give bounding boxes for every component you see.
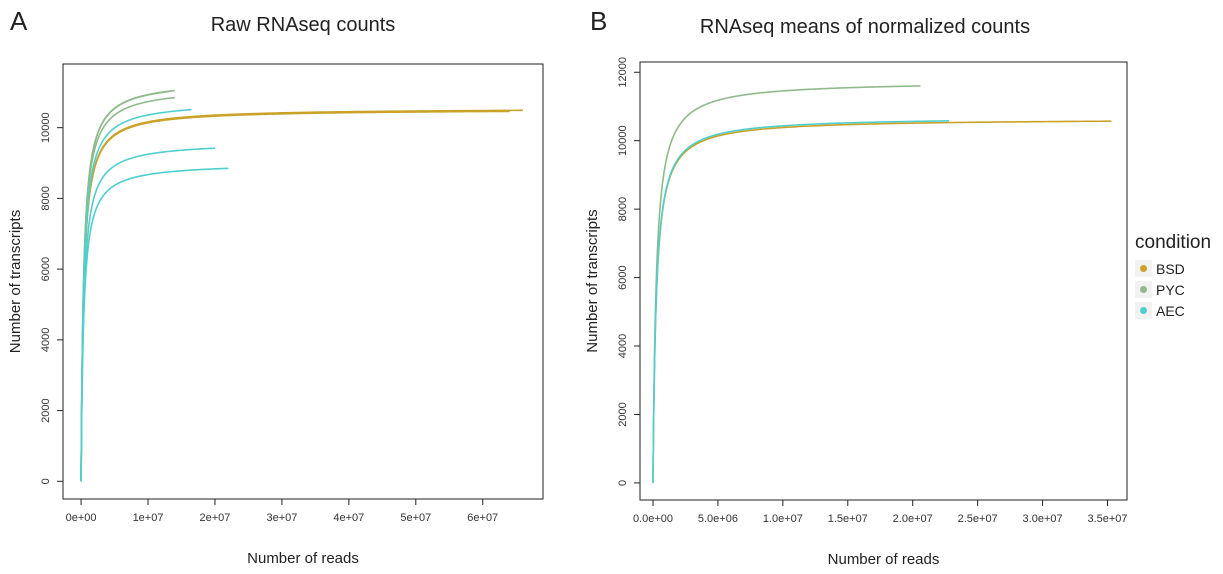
legend-dot-bsd (1140, 265, 1147, 272)
y-tick-label: 4000 (40, 328, 52, 352)
x-tick-label: 5.0e+06 (698, 513, 738, 525)
x-tick-label: 2.5e+07 (958, 513, 998, 525)
panel-b-title: RNAseq means of normalized counts (699, 16, 1031, 38)
chart-b-axes: 0.0e+00 5.0e+06 1.0e+07 1.5e+07 2.0e+07 2.5e+… (584, 57, 1128, 568)
legend-key-aec (1135, 302, 1152, 319)
x-tick-label: 0e+00 (66, 512, 97, 524)
legend-label-bsd: BSD (1156, 260, 1185, 277)
legend-dot-pyc (1140, 286, 1147, 293)
x-tick-label: 0.0e+00 (633, 513, 673, 525)
x-tick-label: 1e+07 (133, 512, 164, 524)
x-axis-label: Number of reads (247, 550, 359, 567)
series-line-aec (80, 167, 229, 482)
chart-a-axes: 0e+00 1e+07 2e+07 3e+07 4e+07 5e+07 6e+07 0 2000… (7, 63, 544, 567)
legend: condition BSD PYC AEC (1135, 232, 1211, 321)
y-tick-label: 2000 (617, 402, 629, 426)
plot-frame (62, 63, 544, 500)
x-tick-label: 5e+07 (400, 512, 431, 524)
x-tick-label: 3.5e+07 (1087, 513, 1127, 525)
series-line-bsd (652, 120, 1112, 483)
y-axis-label: Number of transcripts (584, 209, 601, 352)
y-tick-label: 4000 (617, 334, 629, 358)
legend-item-aec: AEC (1135, 300, 1211, 321)
panel-a-letter: A (10, 6, 28, 36)
y-tick-label: 2000 (40, 398, 52, 422)
chart-a-lines (80, 89, 523, 482)
plot-frame (639, 61, 1128, 501)
chart-b-lines (652, 85, 1112, 483)
y-tick-label: 6000 (40, 257, 52, 281)
y-tick-label: 0 (617, 480, 629, 486)
y-axis-label: Number of transcripts (7, 210, 24, 353)
x-tick-label: 1.0e+07 (763, 513, 803, 525)
y-tick-label: 10000 (40, 112, 52, 143)
legend-item-pyc: PYC (1135, 279, 1211, 300)
y-tick-label: 6000 (617, 265, 629, 289)
panel-b-letter: B (590, 6, 608, 36)
x-tick-label: 2.0e+07 (893, 513, 933, 525)
y-tick-label: 10000 (617, 125, 629, 156)
x-axis-label: Number of reads (828, 551, 940, 568)
y-tick-label: 12000 (617, 57, 629, 88)
x-tick-label: 3e+07 (266, 512, 297, 524)
panel-a-title: Raw RNAseq counts (210, 14, 396, 36)
legend-key-pyc (1135, 281, 1152, 298)
legend-label-pyc: PYC (1156, 281, 1185, 298)
y-tick-label: 8000 (40, 186, 52, 210)
legend-label-aec: AEC (1156, 302, 1185, 319)
y-tick-label: 0 (40, 478, 52, 484)
x-tick-label: 6e+07 (467, 512, 498, 524)
legend-key-bsd (1135, 260, 1152, 277)
series-line-aec (652, 120, 950, 483)
legend-dot-aec (1140, 307, 1147, 314)
x-tick-label: 3.0e+07 (1023, 513, 1063, 525)
legend-item-bsd: BSD (1135, 258, 1211, 279)
x-tick-label: 4e+07 (333, 512, 364, 524)
y-tick-label: 8000 (617, 197, 629, 221)
legend-title: condition (1135, 232, 1212, 253)
x-tick-label: 2e+07 (200, 512, 231, 524)
x-tick-label: 1.5e+07 (828, 513, 868, 525)
